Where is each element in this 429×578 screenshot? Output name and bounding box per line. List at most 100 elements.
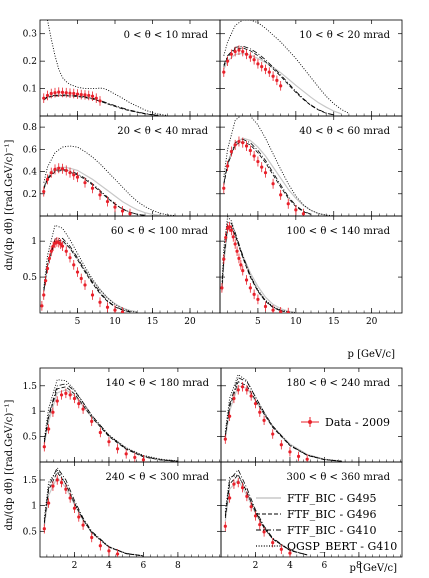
data-point <box>271 182 275 186</box>
plot-area <box>222 20 350 116</box>
data-point <box>124 452 128 456</box>
series-qgsp-bert-g410 <box>43 224 138 313</box>
data-point <box>45 93 50 98</box>
bottom-ylabel: dn/(dp dθ) [(rad.GeV/c)⁻¹] <box>4 399 15 530</box>
data-point <box>105 199 110 204</box>
data-point <box>224 235 228 240</box>
y-tick-label: 0.4 <box>23 168 38 178</box>
series-qgsp-bert-g410 <box>224 373 342 462</box>
data-point <box>279 84 283 88</box>
plot-area <box>42 145 176 216</box>
data-point <box>55 399 59 403</box>
legend-item-qgsp: QGSP_BERT - G410 <box>256 540 397 553</box>
top-xlabel: p [GeV/c] <box>348 349 396 360</box>
data-point <box>244 52 249 56</box>
plot-area <box>223 468 308 557</box>
data-point <box>240 486 245 490</box>
data-point <box>229 149 233 154</box>
x-tick-label: 10 <box>109 317 121 327</box>
data-point <box>59 480 64 485</box>
data-point <box>256 297 260 301</box>
series-ftf-bic-g410 <box>224 377 342 462</box>
x-tick-label: 5 <box>255 317 261 327</box>
data-point <box>220 286 224 290</box>
panel-title: 240 < θ < 300 mrad <box>106 472 210 483</box>
data-point <box>75 92 80 96</box>
data-point <box>245 494 249 499</box>
data-point <box>248 148 252 153</box>
plot-area <box>220 216 296 313</box>
data-point <box>81 407 85 411</box>
data-point <box>231 235 235 239</box>
data-point <box>248 286 252 290</box>
data-point <box>223 437 227 441</box>
data-point <box>72 263 76 267</box>
panel-7: 0.5 1 1.5 140 < θ < 180 mrad <box>23 367 222 463</box>
panels-group: 0.1 0.2 0.3 0 < θ < 10 mrad 10 < θ < 20 mrad… <box>23 19 403 571</box>
data-point <box>83 93 87 97</box>
data-point <box>225 59 230 63</box>
data-point <box>68 91 72 95</box>
data-point <box>233 49 237 54</box>
series-qgsp-bert-g410 <box>43 468 144 557</box>
data-point <box>279 310 283 313</box>
panel-title: 0 < θ < 10 mrad <box>124 30 209 41</box>
data-point <box>51 484 55 488</box>
data-point <box>98 99 102 103</box>
x-tick-label: 4 <box>287 561 293 571</box>
data-point <box>267 70 271 74</box>
data-point <box>232 482 236 486</box>
data-point <box>47 427 51 431</box>
series-ftf-bic-g496 <box>221 226 289 313</box>
panel-title: 300 < θ < 360 mrad <box>287 472 391 483</box>
data-point <box>90 419 94 423</box>
series-ftf-bic-g495 <box>223 137 327 216</box>
data-point <box>288 450 292 454</box>
data-point <box>271 541 275 545</box>
panel-9: 2 4 6 8 0.5 1 1.5 240 < θ < 300 mrad <box>23 461 222 571</box>
panel-2: 10 < θ < 20 mrad <box>219 19 403 117</box>
legend-label: Data - 2009 <box>325 416 390 429</box>
legend-item-g495: FTF_BIC - G495 <box>256 492 376 505</box>
series-ftf-bic-g496 <box>43 471 144 557</box>
data-point <box>222 186 226 190</box>
y-tick-label: 0.2 <box>23 190 37 200</box>
legend-swatch-marker <box>308 420 312 424</box>
y-tick-label: 0.5 <box>23 273 38 283</box>
series-ftf-bic-g495 <box>43 94 161 116</box>
series-ftf-bic-g410 <box>223 138 312 215</box>
data-point <box>59 242 63 246</box>
panel-title: 40 < θ < 60 mrad <box>299 126 390 137</box>
data-point <box>49 91 53 96</box>
data-point <box>241 141 245 145</box>
plot-area <box>42 20 168 116</box>
x-tick-label: 2 <box>72 561 78 571</box>
data-point <box>252 58 256 62</box>
data-point <box>40 304 44 308</box>
data-point <box>42 293 46 297</box>
data-point <box>225 164 230 168</box>
legend: Data - 2009 FTF_BIC - G495 FTF_BIC - G496 F… <box>256 416 397 553</box>
series-ftf-bic-g495 <box>43 476 144 557</box>
data-point <box>98 300 102 304</box>
x-tick-label: 10 <box>290 317 302 327</box>
data-point <box>77 515 81 519</box>
legend-item-g496: FTF_BIC - G496 <box>256 508 376 521</box>
y-tick-label: 1.5 <box>23 382 38 392</box>
x-tick-label: 6 <box>322 561 328 571</box>
data-point <box>83 181 87 185</box>
panel-10: 2 4 6 8 300 < θ < 360 mrad <box>220 461 403 571</box>
data-point <box>45 266 50 271</box>
data-point <box>244 144 249 148</box>
data-point <box>57 90 61 94</box>
series-qgsp-bert-g410 <box>221 216 296 313</box>
y-tick-label: 1 <box>31 407 37 417</box>
data-point <box>51 410 55 414</box>
data-point <box>90 186 95 190</box>
data-point <box>90 94 95 98</box>
data-point <box>42 445 46 449</box>
series-ftf-bic-g410 <box>43 94 161 116</box>
y-tick-label: 1 <box>31 237 37 247</box>
data-point <box>87 93 91 98</box>
panel-frame <box>220 461 403 558</box>
